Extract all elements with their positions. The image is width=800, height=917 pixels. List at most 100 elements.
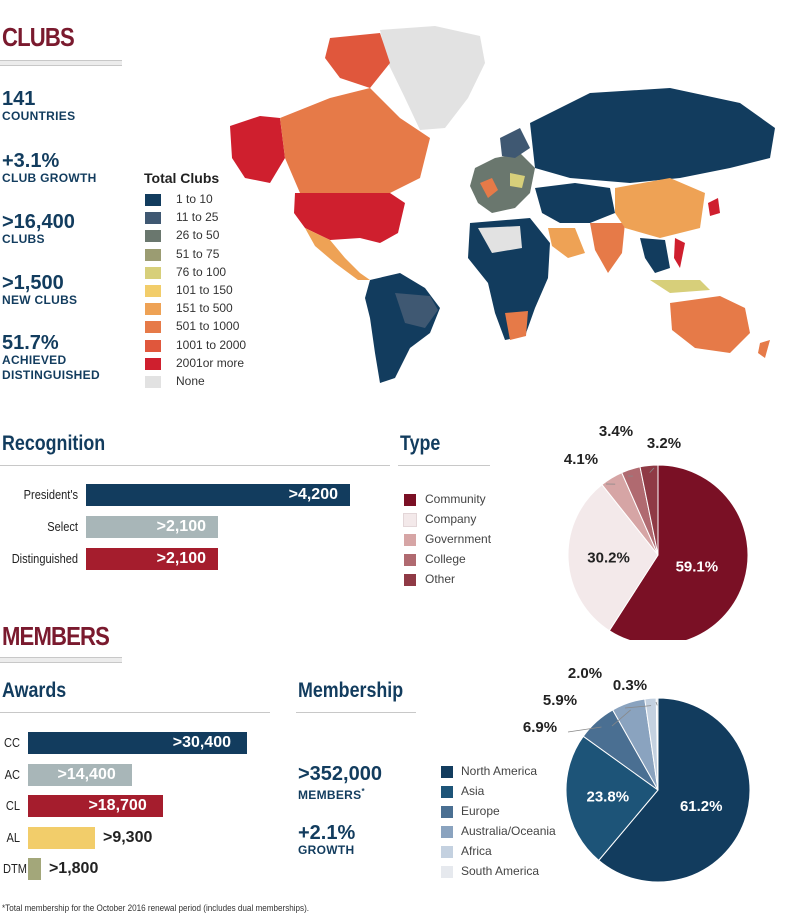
map-legend-swatch xyxy=(145,266,161,279)
map-legend-label: 11 to 25 xyxy=(176,210,219,225)
stat-label-text: MEMBERS xyxy=(298,788,362,802)
recognition-title: Recognition xyxy=(2,432,106,455)
map-uk xyxy=(480,178,498,198)
recognition-bar xyxy=(86,484,350,506)
member-pie-slice xyxy=(655,697,659,791)
type-title: Type xyxy=(400,432,441,455)
map-central-europe xyxy=(510,173,525,188)
stat-value: 51.7% xyxy=(2,332,59,354)
award-bar xyxy=(28,732,247,754)
award-bar-value: >30,400 xyxy=(172,734,231,751)
stat-clubs: >16,400 CLUBS xyxy=(2,212,75,247)
map-legend-title: Total Clubs xyxy=(144,170,220,186)
map-legend-swatch xyxy=(145,194,161,206)
map-mexico xyxy=(305,228,370,280)
type-legend-label: Community xyxy=(425,492,486,506)
type-legend-swatch xyxy=(404,534,416,546)
stat-label: GROWTH xyxy=(298,843,355,857)
type-legend-swatch xyxy=(404,554,416,566)
map-china xyxy=(615,178,705,238)
region-legend-label: Asia xyxy=(461,784,485,798)
clubs-title-rule xyxy=(0,60,122,66)
map-legend-swatch xyxy=(145,339,161,352)
recognition-bar xyxy=(86,548,218,570)
stat-label: ACHIEVED DISTINGUISHED xyxy=(2,353,100,382)
map-new-zealand xyxy=(758,340,770,358)
member-pie-value-label: 61.2% xyxy=(680,798,723,815)
award-bar-label: CC xyxy=(4,735,20,750)
member-pie-value-label: 2.0% xyxy=(568,665,602,682)
stat-members: >352,000 MEMBERS* xyxy=(298,764,382,803)
map-central-asia xyxy=(535,183,615,223)
map-legend-swatch xyxy=(145,248,161,261)
type-pie-slice xyxy=(639,464,659,556)
region-legend-swatch xyxy=(441,806,453,818)
stat-distinguished: 51.7% ACHIEVED DISTINGUISHED xyxy=(2,333,117,383)
region-legend-swatch xyxy=(441,786,453,798)
map-legend-label: None xyxy=(176,374,205,388)
map-indonesia xyxy=(650,280,710,293)
map-south-africa xyxy=(505,311,528,340)
type-legend-swatch xyxy=(403,513,417,527)
members-title: MEMBERS xyxy=(2,621,110,651)
region-legend-label: North America xyxy=(461,764,538,778)
stat-new-clubs: >1,500 NEW CLUBS xyxy=(2,273,77,308)
award-bar xyxy=(28,826,95,849)
member-pie-leader-line xyxy=(624,705,652,709)
map-legend-swatch xyxy=(145,230,161,243)
footnote-marker: * xyxy=(361,787,365,796)
type-pie-value-label: 3.2% xyxy=(647,435,681,452)
stat-label: NEW CLUBS xyxy=(2,293,78,307)
type-pie-chart: 59.1% 30.2% 4.1%3.4% 3.2% xyxy=(564,423,749,640)
type-legend-swatch xyxy=(404,494,416,506)
member-pie-slice xyxy=(565,735,659,862)
type-legend-label: Other xyxy=(425,572,456,586)
map-africa xyxy=(468,218,550,340)
stat-value: 141 xyxy=(2,88,36,110)
stat-value: +3.1% xyxy=(2,150,60,172)
map-europe xyxy=(470,153,535,213)
stat-club-growth: +3.1% CLUB GROWTH xyxy=(2,151,97,186)
member-pie-value-label: 0.3% xyxy=(613,677,647,694)
award-bar-value: >18,700 xyxy=(88,797,147,814)
recognition-bar-label: Distinguished xyxy=(11,551,79,566)
map-usa xyxy=(294,193,405,243)
award-bar-value: >9,300 xyxy=(102,828,153,846)
map-legend-label: 76 to 100 xyxy=(176,264,227,279)
type-pie-value-label: 4.1% xyxy=(564,451,598,468)
region-legend-swatch xyxy=(441,866,453,878)
award-bar-label: DTM xyxy=(3,861,27,876)
map-arctic-islands xyxy=(325,33,390,88)
type-legend-label: Company xyxy=(425,512,477,526)
recognition-bar-value: >2,100 xyxy=(156,518,206,535)
award-bar-value: >14,400 xyxy=(57,765,116,783)
map-legend-swatch xyxy=(145,376,161,388)
type-pie-leader-line xyxy=(649,467,655,473)
map-legend-swatch xyxy=(145,212,161,225)
award-bar-label: AL xyxy=(6,829,20,845)
map-alaska xyxy=(230,116,285,183)
map-legend-label: 1001 to 2000 xyxy=(176,337,247,352)
map-middle-east xyxy=(548,228,585,258)
map-scandinavia xyxy=(500,128,530,158)
stat-label: CLUB GROWTH xyxy=(2,171,97,185)
member-pie-leader-line xyxy=(567,726,602,733)
recognition-rule xyxy=(0,465,390,466)
member-pie-leader-line xyxy=(611,709,631,727)
stat-value: >16,400 xyxy=(2,211,75,233)
recognition-bar-value: >4,200 xyxy=(288,486,338,503)
recognition-bar-value: >2,100 xyxy=(156,550,206,567)
membership-pie-chart: 61.2% 23.8% 6.9% 5.9% 2.0% 0.3% xyxy=(523,665,751,883)
type-pie-slice xyxy=(567,483,659,632)
map-legend-swatch xyxy=(145,285,161,297)
map-brazil xyxy=(395,293,438,328)
stat-label: MEMBERS* xyxy=(298,784,382,803)
map-legend-swatch xyxy=(145,303,161,316)
stat-value: +2.1% xyxy=(298,822,356,844)
awards-title: Awards xyxy=(2,679,67,702)
type-pie-slice xyxy=(608,464,749,640)
map-legend-label: 151 to 500 xyxy=(176,301,233,316)
award-bar-label: AC xyxy=(4,766,20,782)
region-legend-label: Europe xyxy=(461,804,500,818)
type-legend-swatch xyxy=(404,574,416,586)
